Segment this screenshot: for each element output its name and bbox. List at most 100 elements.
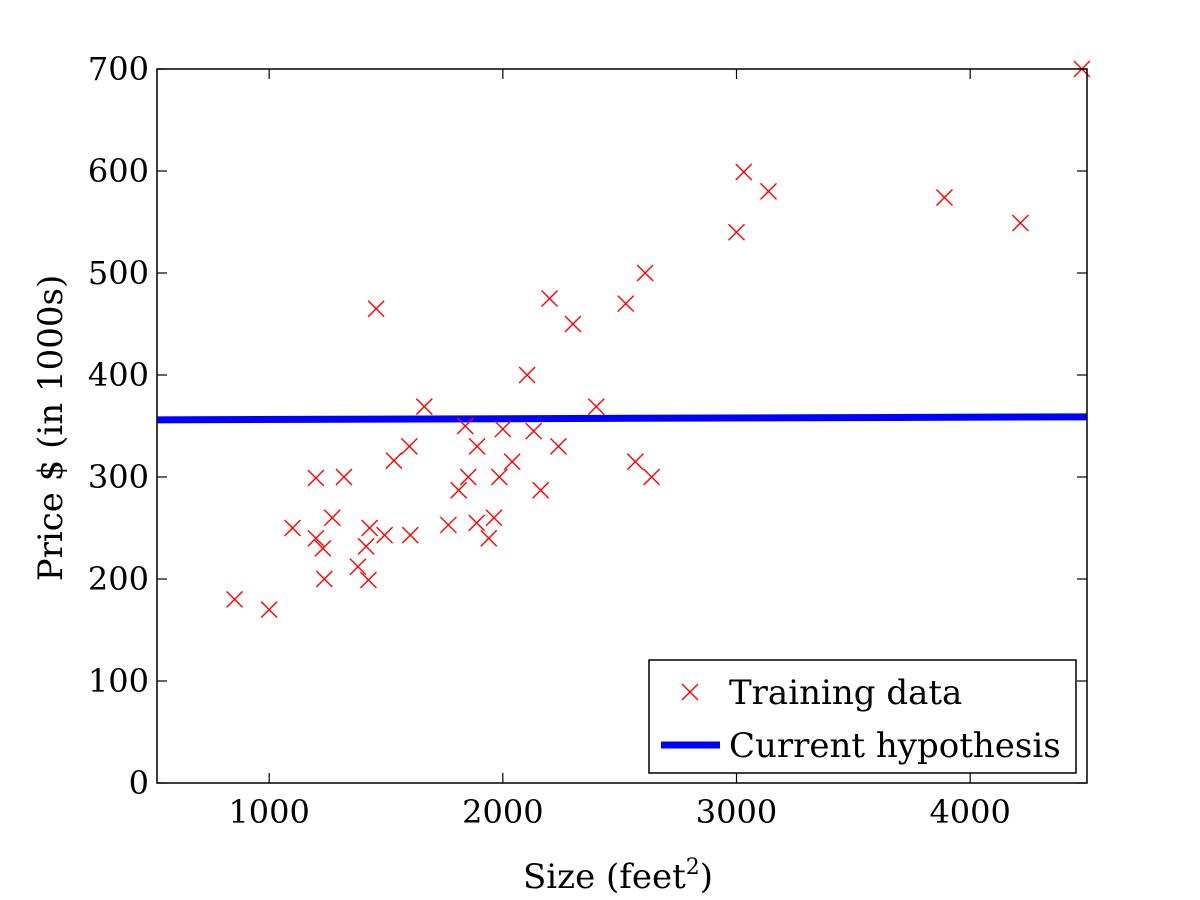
axes: 1000 2000 3000 4000 0 100 200 300 400 500 600 700 — [88, 50, 1088, 831]
training-data-point — [518, 366, 536, 384]
training-data-point — [349, 558, 367, 576]
marker-stroke — [349, 558, 367, 576]
marker-stroke — [617, 295, 635, 313]
marker-stroke — [503, 453, 521, 471]
marker-stroke — [307, 529, 325, 547]
marker-stroke — [335, 468, 353, 486]
marker-stroke — [735, 163, 753, 181]
marker-stroke — [525, 422, 543, 440]
legend-hypothesis-label: Current hypothesis — [729, 726, 1061, 766]
x-tick-label: 4000 — [929, 793, 1010, 831]
legend-training-data-marker — [681, 683, 699, 701]
x-tick-label: 3000 — [696, 793, 777, 831]
axes-frame — [156, 68, 1088, 784]
training-data-point — [541, 290, 559, 307]
x-tick-label: 1000 — [228, 793, 309, 831]
marker-stroke — [361, 519, 379, 537]
training-data-point — [636, 264, 654, 282]
training-data-point — [626, 453, 644, 471]
marker-stroke — [439, 516, 457, 534]
training-data-point — [1011, 214, 1029, 232]
marker-stroke — [760, 182, 778, 200]
training-data-point — [359, 571, 377, 589]
y-tick-label: 300 — [88, 458, 149, 496]
y-tick-label: 700 — [88, 50, 149, 88]
training-data-point — [400, 437, 418, 455]
training-data-point — [284, 519, 302, 537]
marker-stroke — [359, 571, 377, 589]
y-tick-label: 600 — [88, 152, 149, 190]
marker-stroke — [532, 481, 550, 499]
training-data-point — [323, 509, 341, 527]
training-data-point — [357, 537, 375, 555]
marker-stroke — [480, 529, 498, 547]
training-data-point — [401, 526, 419, 544]
marker-stroke — [456, 417, 474, 435]
training-data-point — [307, 529, 325, 547]
marker-stroke — [400, 437, 418, 455]
training-data-point — [468, 437, 486, 455]
training-data-point — [643, 468, 661, 486]
marker-stroke — [401, 526, 419, 544]
x-tick-label: 2000 — [462, 793, 543, 831]
training-data-point — [564, 315, 582, 333]
training-data-point — [314, 539, 332, 557]
marker-stroke — [549, 437, 567, 455]
marker-stroke — [485, 509, 503, 527]
marker-stroke — [415, 398, 433, 416]
marker-stroke — [376, 526, 394, 544]
training-data-point — [468, 514, 486, 532]
training-data-point — [260, 601, 278, 619]
marker-stroke — [935, 189, 953, 207]
training-data-point — [459, 468, 477, 486]
training-data-point — [367, 300, 385, 318]
training-data-point — [226, 590, 244, 608]
marker-stroke — [468, 514, 486, 532]
training-data-point — [935, 189, 953, 207]
x-axis-title: Size (feet2) — [523, 855, 713, 897]
training-data-point — [456, 417, 474, 435]
marker-stroke — [728, 223, 745, 241]
marker-stroke — [490, 468, 508, 486]
marker-stroke — [323, 509, 341, 527]
marker-stroke — [226, 590, 244, 608]
marker-stroke — [260, 601, 278, 619]
training-data-point — [361, 519, 379, 537]
marker-stroke — [450, 481, 468, 499]
marker-stroke — [626, 453, 644, 471]
marker-stroke — [643, 468, 661, 486]
y-tick-label: 200 — [88, 560, 149, 598]
marker-stroke — [314, 539, 332, 557]
marker-stroke — [385, 452, 403, 470]
marker-stroke — [494, 420, 512, 438]
training-data-point — [549, 437, 567, 455]
training-data-point — [439, 516, 457, 534]
training-data-point — [503, 453, 521, 471]
training-data-point — [450, 481, 468, 499]
training-data-point — [532, 481, 550, 499]
training-data-point — [485, 509, 503, 527]
marker-stroke — [587, 398, 605, 416]
y-tick-label: 0 — [129, 764, 149, 802]
training-data-point — [760, 182, 778, 200]
training-data-point — [415, 398, 433, 416]
hypothesis-line — [156, 413, 1088, 424]
marker-stroke — [468, 437, 486, 455]
y-axis-title: Price $ (in 1000s) — [31, 275, 71, 582]
training-data-point — [617, 295, 635, 313]
marker-stroke — [518, 366, 536, 384]
plot-area — [156, 60, 1091, 619]
y-tick-label: 100 — [88, 662, 149, 700]
marker-stroke — [564, 315, 582, 333]
marker-stroke — [681, 683, 699, 701]
legend: Training data Current hypothesis — [648, 659, 1077, 774]
legend-training-data-label: Training data — [729, 673, 962, 713]
marker-stroke — [459, 468, 477, 486]
training-data-point — [525, 422, 543, 440]
training-data-point — [376, 526, 394, 544]
training-data-point — [735, 163, 753, 181]
marker-stroke — [357, 537, 375, 555]
training-data-point — [315, 570, 333, 588]
training-data-point — [587, 398, 605, 416]
